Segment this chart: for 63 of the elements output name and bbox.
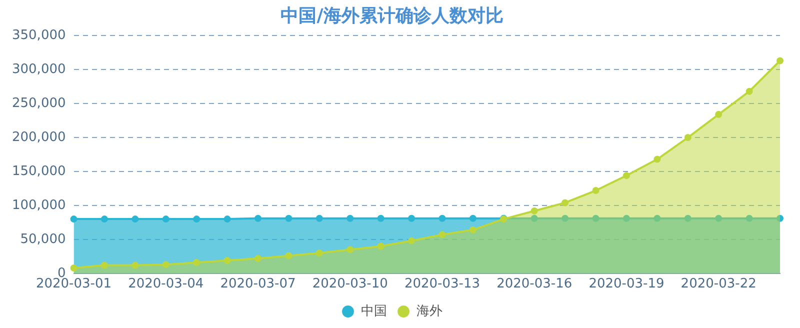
y-tick-label: 300,000 [12, 62, 66, 77]
x-tick-label: 2020-03-22 [680, 276, 756, 292]
point [562, 214, 569, 222]
y-tick-label: 350,000 [12, 28, 66, 43]
point [100, 216, 108, 223]
x-tick-label: 2020-03-13 [404, 276, 480, 292]
point [285, 214, 292, 222]
x-tick-label: 2020-03-10 [312, 276, 388, 292]
point [530, 207, 538, 214]
point [162, 216, 170, 223]
point [746, 88, 753, 95]
legend-label: 中国 [361, 304, 387, 319]
point [776, 214, 784, 222]
point [469, 214, 476, 222]
point [622, 214, 630, 222]
point [654, 214, 661, 222]
y-tick-label: 50,000 [20, 232, 66, 247]
point [438, 214, 446, 222]
point [254, 254, 262, 262]
point [408, 214, 416, 222]
point [592, 187, 600, 194]
point [316, 214, 323, 222]
point [622, 172, 630, 180]
x-tick-label: 2020-03-07 [220, 276, 296, 292]
point [684, 134, 692, 142]
point [530, 214, 538, 222]
point [408, 237, 416, 244]
x-tick-label: 2020-03-04 [128, 276, 204, 292]
point [193, 259, 200, 266]
point [285, 252, 292, 260]
point [100, 262, 108, 269]
point [70, 264, 78, 272]
point [715, 214, 722, 222]
point [254, 214, 262, 222]
point [162, 261, 170, 268]
point [224, 216, 231, 223]
point [776, 57, 784, 64]
point [684, 214, 692, 222]
point [654, 156, 661, 163]
point [377, 214, 384, 222]
y-tick-label: 100,000 [12, 198, 66, 213]
y-tick-label: 150,000 [12, 164, 66, 179]
point [224, 256, 231, 264]
point [316, 250, 323, 257]
legend-label: 海外 [416, 304, 442, 319]
point [132, 216, 139, 223]
point [715, 110, 722, 118]
point [592, 214, 600, 222]
chart-title: 中国/海外累计确诊人数对比 [280, 5, 504, 26]
point [70, 216, 78, 223]
point [132, 262, 139, 269]
point [346, 214, 354, 222]
point [377, 242, 384, 250]
point [438, 231, 446, 238]
y-tick-label: 200,000 [12, 130, 66, 145]
point [469, 226, 476, 234]
point [746, 214, 753, 222]
x-tick-label: 2020-03-16 [496, 276, 572, 292]
point [193, 216, 200, 223]
point [562, 199, 569, 206]
y-tick-label: 250,000 [12, 96, 66, 111]
point [346, 246, 354, 254]
x-tick-label: 2020-03-19 [588, 276, 664, 292]
